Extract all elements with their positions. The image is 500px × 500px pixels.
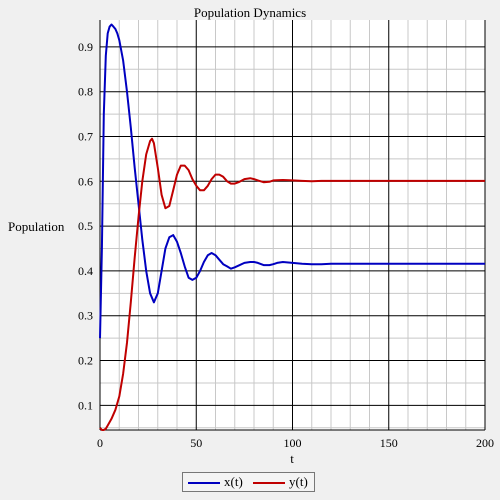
x-tick-label: 0 [97,436,103,450]
legend-label-y: y(t) [289,474,308,489]
y-tick-label: 0.5 [78,219,93,233]
x-tick-label: 200 [476,436,494,450]
legend-swatch-y [253,482,285,485]
y-tick-label: 0.2 [78,354,93,368]
legend-swatch-x [188,482,220,485]
y-tick-label: 0.8 [78,85,93,99]
x-tick-labels: 0 50 100 150 200 [97,436,494,450]
x-tick-label: 150 [380,436,398,450]
series-line-y [99,137,485,431]
chart-title: Population Dynamics [194,5,306,20]
y-tick-label: 0.3 [78,309,93,323]
legend-item-x: x(t) [188,473,243,491]
legend-label-x: x(t) [224,474,243,489]
y-tick-label: 0.1 [78,398,93,412]
legend-item-y: y(t) [253,473,308,491]
series-line-x [99,23,485,339]
y-tick-label: 0.6 [78,174,93,188]
x-tick-label: 50 [190,436,202,450]
y-tick-label: 0.9 [78,40,93,54]
y-tick-label: 0.7 [78,130,93,144]
y-axis-label: Population [8,219,65,234]
y-tick-labels: 0.1 0.2 0.3 0.4 0.5 0.6 0.7 0.8 0.9 [78,40,93,412]
series-layer [99,23,485,431]
x-tick-label: 100 [284,436,302,450]
y-tick-label: 0.4 [78,264,93,278]
x-axis-label: t [290,451,294,466]
chart-legend: x(t) y(t) [182,472,315,492]
